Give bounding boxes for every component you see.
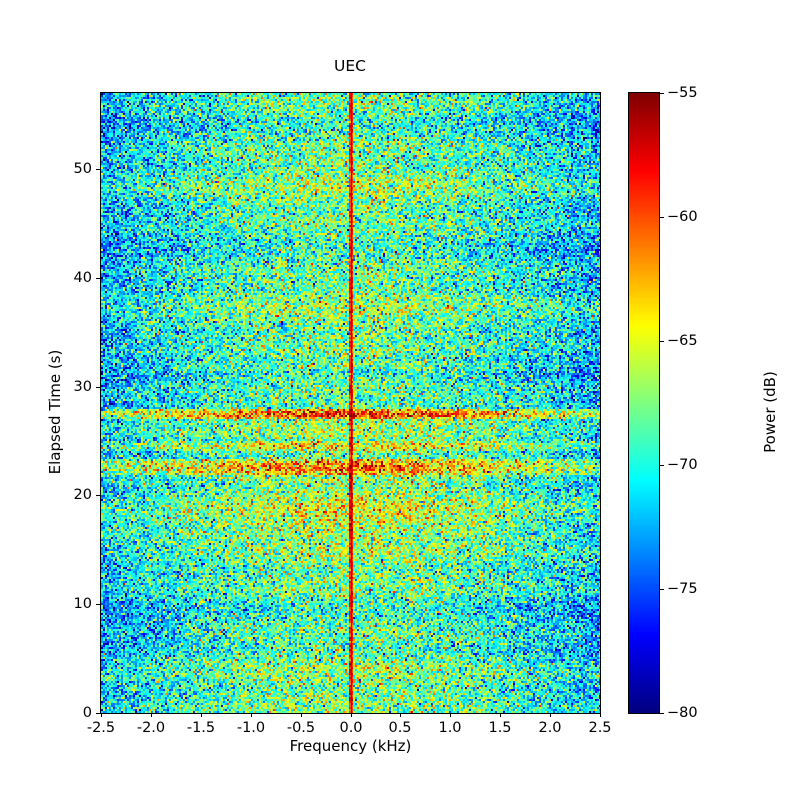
y-tick [96,387,100,388]
x-tick-label: 1.5 [488,720,512,736]
x-tick-label: 0.5 [388,720,412,736]
x-tick [450,713,451,717]
x-tick [600,713,601,717]
x-tick [201,713,202,717]
colorbar-tick [660,341,664,342]
y-tick-label: 50 [73,161,92,177]
colorbar-tick [660,217,664,218]
x-tick [400,713,401,717]
colorbar-tick [660,589,664,590]
colorbar-gradient [629,93,659,713]
x-tick-label: -2.5 [86,720,116,736]
title-line-station: UEC [334,56,366,75]
colorbar-tick-label: −80 [667,705,698,721]
x-tick-label: 2.0 [538,720,562,736]
y-tick [96,713,100,714]
colorbar-label: Power (dB) [761,371,779,453]
x-tick [550,713,551,717]
x-tick-label: 1.0 [438,720,462,736]
x-tick [301,713,302,717]
colorbar-tick-label: −75 [667,581,698,597]
x-tick-label: 2.5 [588,720,612,736]
y-axis-label: Elapsed Time (s) [46,349,64,475]
y-tick [96,169,100,170]
y-tick-label: 20 [73,487,92,503]
y-tick-label: 10 [73,596,92,612]
colorbar-tick-label: −70 [667,457,698,473]
y-tick-label: 30 [73,379,92,395]
colorbar [628,92,660,714]
colorbar-tick [660,465,664,466]
x-tick [351,713,352,717]
colorbar-tick [660,713,664,714]
x-tick [500,713,501,717]
x-tick [251,713,252,717]
y-tick-label: 0 [82,705,92,721]
x-tick-label: -2.0 [136,720,166,736]
colorbar-tick-label: −65 [667,333,698,349]
x-tick-label: -1.0 [236,720,266,736]
x-tick-label: -1.5 [186,720,216,736]
x-tick [101,713,102,717]
y-tick [96,604,100,605]
x-tick [151,713,152,717]
colorbar-tick-label: −60 [667,209,698,225]
colorbar-tick-label: −55 [667,85,698,101]
x-axis-label: Frequency (kHz) [289,737,412,755]
y-tick [96,278,100,279]
y-tick [96,495,100,496]
spectrogram-axes [100,92,601,714]
y-tick-label: 40 [73,270,92,286]
colorbar-tick [660,93,664,94]
spectrogram-image [101,93,600,713]
x-tick-label: -0.5 [286,720,316,736]
x-tick-label: 0.0 [339,720,363,736]
